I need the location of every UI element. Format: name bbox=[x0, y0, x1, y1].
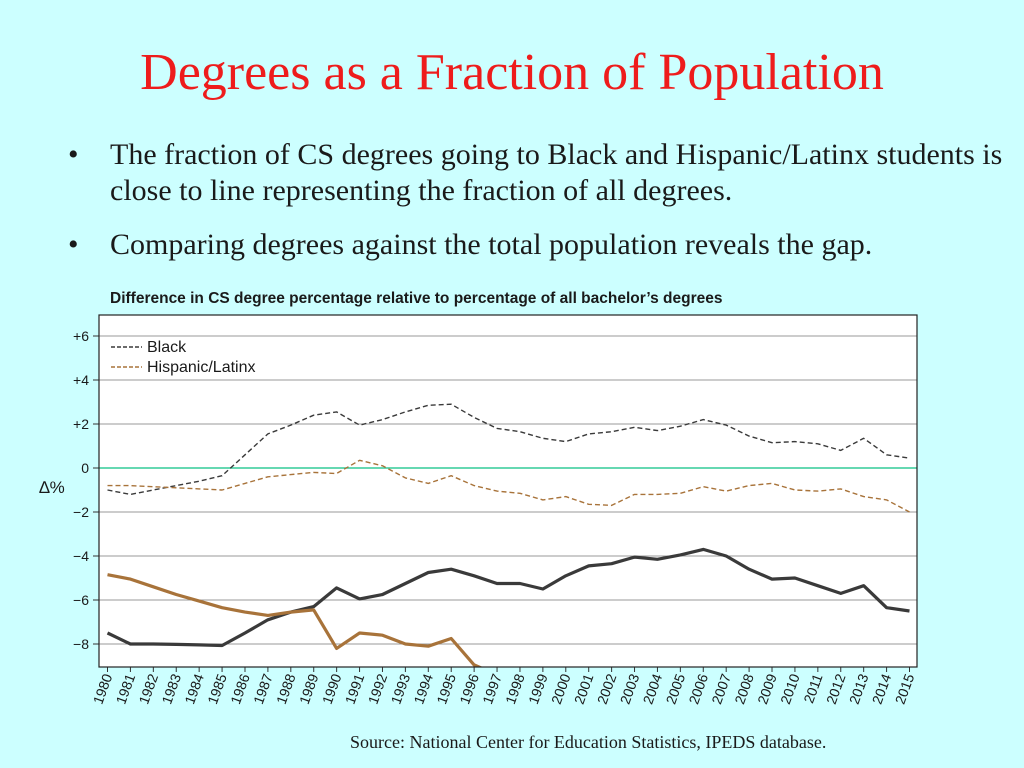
y-tick-label: +2 bbox=[73, 416, 89, 432]
series-line-black-dashed bbox=[107, 403, 910, 496]
legend-label: Hispanic/Latinx bbox=[147, 359, 256, 376]
bullet-item: Comparing degrees against the total popu… bbox=[62, 227, 1012, 263]
y-tick-label: 0 bbox=[81, 460, 89, 476]
y-tick-label: −8 bbox=[73, 636, 89, 652]
series-line-hispanic-dashed bbox=[107, 459, 910, 513]
y-tick-label: +4 bbox=[73, 372, 89, 388]
plot-area bbox=[99, 315, 917, 667]
y-axis-label: ∆% bbox=[39, 478, 65, 497]
bullet-list: The fraction of CS degrees going to Blac… bbox=[62, 137, 1012, 281]
source-note: Source: National Center for Education St… bbox=[350, 732, 827, 752]
y-tick-label: −6 bbox=[73, 592, 89, 608]
x-tick-label: 2011 bbox=[800, 671, 825, 705]
series-line-hispanic-solid bbox=[107, 573, 483, 667]
chart-title: Difference in CS degree percentage relat… bbox=[110, 290, 723, 307]
slide-title: Degrees as a Fraction of Population bbox=[140, 44, 884, 101]
plot-frame bbox=[98, 314, 918, 668]
y-tick-label: +6 bbox=[73, 328, 89, 344]
series-line-black-solid bbox=[106, 547, 910, 648]
y-tick-label: −2 bbox=[73, 504, 89, 520]
bullet-item: The fraction of CS degrees going to Blac… bbox=[62, 137, 1012, 209]
y-tick-label: −4 bbox=[73, 548, 89, 564]
x-tick-label: 2010 bbox=[777, 671, 803, 706]
x-tick-label: 2015 bbox=[892, 671, 918, 706]
legend-label: Black bbox=[147, 339, 187, 356]
